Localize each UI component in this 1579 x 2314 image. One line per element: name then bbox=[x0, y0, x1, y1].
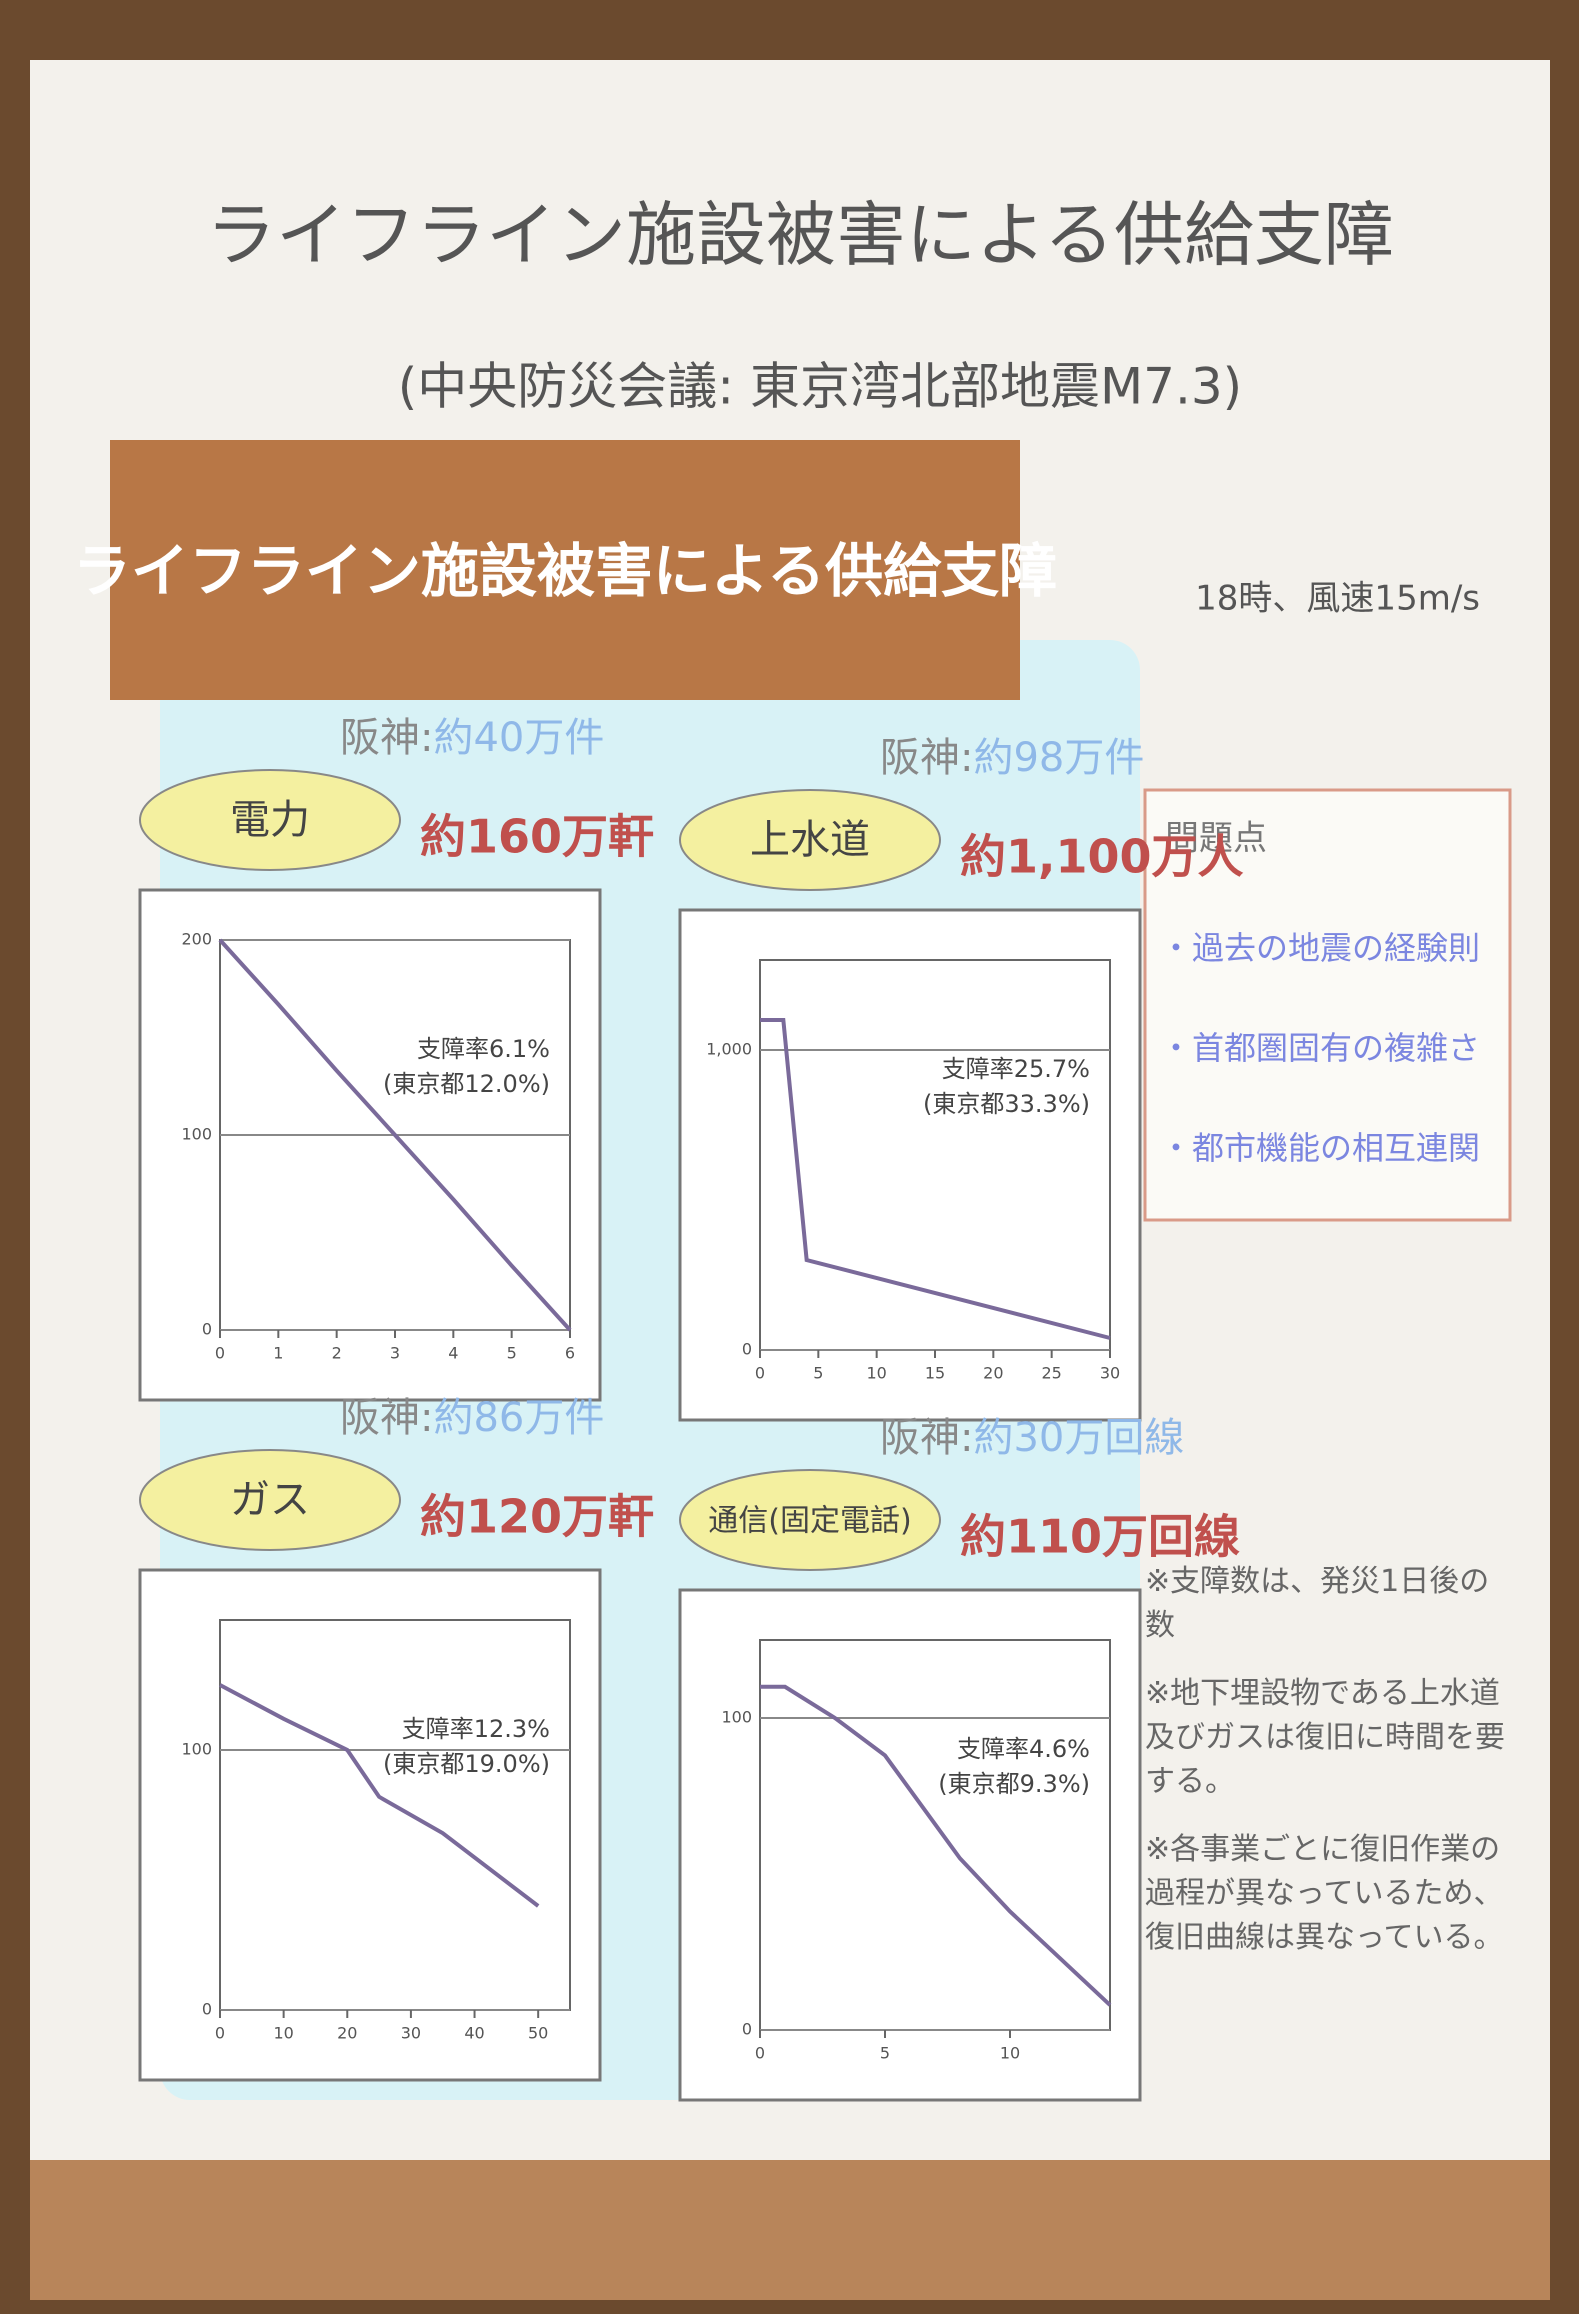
x-tick-label: 40 bbox=[464, 2024, 484, 2043]
slide-title: ライフライン施設被害による供給支障 bbox=[206, 194, 1394, 276]
x-tick-label: 30 bbox=[401, 2024, 421, 2043]
note: ※支障数は、発災1日後の数 bbox=[1145, 1560, 1505, 1648]
hanshin-note: 阪神:約98万件 bbox=[880, 735, 1144, 781]
x-tick-label: 4 bbox=[448, 1344, 458, 1363]
x-tick-label: 2 bbox=[332, 1344, 342, 1363]
tokyo-rate: (東京都19.0%) bbox=[383, 1750, 550, 1778]
hanshin-value: 約40万件 bbox=[433, 715, 604, 761]
y-tick-label: 0 bbox=[202, 1320, 212, 1339]
y-tick-label: 100 bbox=[181, 1740, 212, 1759]
hanshin-value: 約86万件 bbox=[433, 1395, 604, 1441]
supply-total: 約160万軒 bbox=[420, 810, 654, 864]
y-tick-label: 0 bbox=[742, 1340, 752, 1359]
panel-label: 電力 bbox=[230, 797, 310, 843]
x-tick-label: 20 bbox=[983, 1364, 1003, 1383]
y-tick-label: 200 bbox=[181, 930, 212, 949]
hanshin-prefix: 阪神: bbox=[880, 735, 973, 781]
page: { "title": "ライフライン施設被害による供給支障", "subtitl… bbox=[0, 0, 1579, 2310]
y-tick-label: 100 bbox=[181, 1125, 212, 1144]
banner-text: ライフライン施設被害による供給支障 bbox=[73, 537, 1057, 605]
panel-label: ガス bbox=[230, 1477, 310, 1523]
problem-item: ・首都圏固有の複雑さ bbox=[1160, 1029, 1480, 1067]
y-tick-label: 0 bbox=[742, 2020, 752, 2039]
tokyo-rate: (東京都12.0%) bbox=[383, 1070, 550, 1098]
hanshin-note: 阪神:約40万件 bbox=[340, 715, 604, 761]
y-tick-label: 0 bbox=[202, 2000, 212, 2019]
hanshin-prefix: 阪神: bbox=[880, 1415, 973, 1461]
hanshin-value: 約98万件 bbox=[973, 735, 1144, 781]
hanshin-value: 約30万回線 bbox=[973, 1415, 1184, 1461]
problem-item: ・都市機能の相互連関 bbox=[1160, 1129, 1480, 1167]
slide-subtitle: (中央防災会議: 東京湾北部地震M7.3) bbox=[398, 358, 1242, 416]
notes: ※支障数は、発災1日後の数 ※地下埋設物である上水道及びガスは復旧に時間を要する。… bbox=[1145, 1560, 1505, 2080]
x-tick-label: 0 bbox=[215, 2024, 225, 2043]
panel-label: 上水道 bbox=[750, 817, 870, 863]
supply-total: 約110万回線 bbox=[960, 1510, 1240, 1564]
x-tick-label: 10 bbox=[1000, 2044, 1020, 2063]
panel-label: 通信(固定電話) bbox=[708, 1504, 911, 1539]
outage-rate: 支障率4.6% bbox=[957, 1735, 1090, 1763]
x-tick-label: 5 bbox=[507, 1344, 517, 1363]
supply-total: 約1,100万人 bbox=[960, 830, 1244, 884]
x-tick-label: 10 bbox=[866, 1364, 886, 1383]
footer-band bbox=[30, 2160, 1550, 2300]
y-tick-label: 100 bbox=[721, 1708, 752, 1727]
x-tick-label: 0 bbox=[755, 2044, 765, 2063]
hanshin-prefix: 阪神: bbox=[340, 715, 433, 761]
x-tick-label: 50 bbox=[528, 2024, 548, 2043]
outage-rate: 支障率12.3% bbox=[402, 1715, 550, 1743]
x-tick-label: 6 bbox=[565, 1344, 575, 1363]
condition: 18時、風速15m/s bbox=[1195, 579, 1480, 619]
hanshin-note: 阪神:約30万回線 bbox=[880, 1415, 1184, 1461]
x-tick-label: 25 bbox=[1041, 1364, 1061, 1383]
note: ※地下埋設物である上水道及びガスは復旧に時間を要する。 bbox=[1145, 1672, 1505, 1804]
x-tick-label: 10 bbox=[273, 2024, 293, 2043]
x-tick-label: 1 bbox=[273, 1344, 283, 1363]
outage-rate: 支障率6.1% bbox=[417, 1035, 550, 1063]
hanshin-prefix: 阪神: bbox=[340, 1395, 433, 1441]
y-tick-label: 1,000 bbox=[706, 1040, 752, 1059]
x-tick-label: 15 bbox=[925, 1364, 945, 1383]
x-tick-label: 20 bbox=[337, 2024, 357, 2043]
hanshin-note: 阪神:約86万件 bbox=[340, 1395, 604, 1441]
x-tick-label: 3 bbox=[390, 1344, 400, 1363]
x-tick-label: 0 bbox=[755, 1364, 765, 1383]
x-tick-label: 30 bbox=[1100, 1364, 1120, 1383]
x-tick-label: 5 bbox=[813, 1364, 823, 1383]
outage-rate: 支障率25.7% bbox=[942, 1055, 1090, 1083]
slide-photo: ライフライン施設被害による供給支障 (中央防災会議: 東京湾北部地震M7.3) … bbox=[0, 0, 1579, 2310]
note: ※各事業ごとに復旧作業の過程が異なっているため、復旧曲線は異なっている。 bbox=[1145, 1828, 1505, 1960]
x-tick-label: 0 bbox=[215, 1344, 225, 1363]
tokyo-rate: (東京都33.3%) bbox=[923, 1090, 1090, 1118]
problem-item: ・過去の地震の経験則 bbox=[1160, 929, 1480, 967]
supply-total: 約120万軒 bbox=[420, 1490, 654, 1544]
x-tick-label: 5 bbox=[880, 2044, 890, 2063]
tokyo-rate: (東京都9.3%) bbox=[938, 1770, 1090, 1798]
